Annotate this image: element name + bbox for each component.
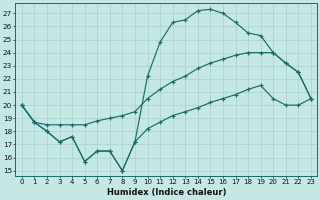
X-axis label: Humidex (Indice chaleur): Humidex (Indice chaleur) bbox=[107, 188, 226, 197]
